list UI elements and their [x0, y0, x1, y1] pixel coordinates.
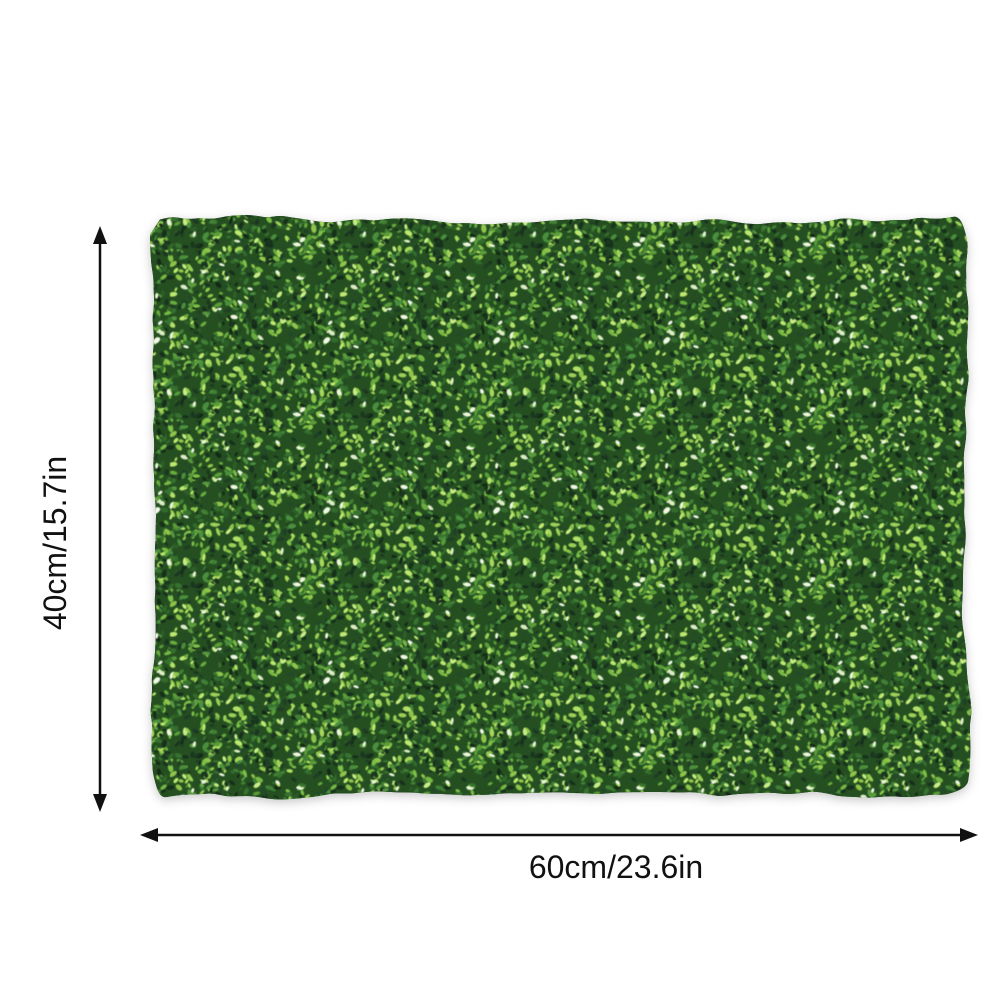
svg-text:60cm/23.6in: 60cm/23.6in — [529, 849, 703, 885]
svg-text:40cm/15.7in: 40cm/15.7in — [37, 456, 73, 630]
